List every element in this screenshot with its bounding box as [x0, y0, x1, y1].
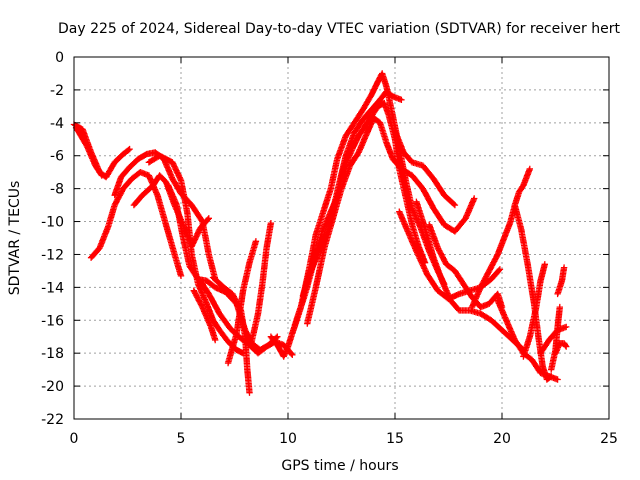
series-trace-6 — [145, 152, 247, 357]
y-tick-label: -8 — [50, 182, 64, 198]
series-trace-12 — [248, 220, 275, 345]
x-tick-label: 10 — [279, 431, 297, 447]
x-tick-label: 25 — [600, 431, 618, 447]
series-trace-21 — [468, 165, 533, 311]
data-markers-trace-24 — [520, 261, 548, 360]
y-tick-label: -14 — [41, 280, 64, 296]
data-markers-trace-6 — [145, 152, 247, 357]
series-trace-2 — [72, 124, 105, 179]
series-trace-19 — [413, 198, 527, 354]
data-markers-trace-28 — [554, 264, 568, 298]
data-markers-trace-21 — [468, 165, 533, 311]
y-tick-label: -10 — [41, 215, 64, 231]
data-markers-trace-11 — [224, 238, 260, 367]
data-markers-trace-12 — [248, 220, 275, 345]
data-markers-trace-27 — [552, 340, 570, 357]
data-markers-trace-19 — [413, 198, 527, 354]
axis-ticks: 0 5 10 15 20 25 0 -2 -4 -6 -8 -10 -12 -14 -16 -18 -20 -22 — [41, 50, 618, 447]
data-markers-trace-8 — [190, 287, 219, 344]
x-tick-label: 15 — [386, 431, 404, 447]
series-trace-24 — [520, 261, 548, 360]
y-axis-label: SDTVAR / TECUs — [7, 181, 23, 296]
series-trace-28 — [554, 264, 568, 298]
data-layer — [70, 70, 570, 396]
series-trace-11 — [224, 238, 260, 367]
y-tick-label: -18 — [41, 346, 64, 362]
y-tick-label: -6 — [50, 149, 64, 165]
data-markers-trace-17 — [391, 127, 459, 209]
series-trace-18 — [396, 208, 504, 303]
series-trace-8 — [190, 287, 219, 344]
y-tick-label: -4 — [50, 116, 64, 132]
x-tick-label: 20 — [493, 431, 511, 447]
y-tick-label: -12 — [41, 247, 64, 263]
y-tick-label: -2 — [50, 83, 64, 99]
x-axis-label: GPS time / hours — [281, 458, 398, 474]
x-tick-label: 0 — [70, 431, 79, 447]
y-tick-label: 0 — [55, 50, 64, 66]
y-tick-label: -22 — [41, 412, 64, 428]
data-markers-trace-18 — [396, 208, 504, 303]
plot-frame — [73, 56, 610, 420]
series-trace-16 — [299, 88, 405, 299]
data-markers-trace-16 — [299, 88, 405, 299]
data-markers-trace-2 — [72, 124, 105, 179]
y-tick-label: -20 — [41, 379, 64, 395]
y-tick-label: -16 — [41, 313, 64, 329]
series-trace-17 — [391, 127, 459, 209]
chart-title: Day 225 of 2024, Sidereal Day-to-day VTE… — [58, 21, 620, 37]
series-trace-27 — [552, 340, 570, 357]
x-tick-label: 5 — [177, 431, 186, 447]
